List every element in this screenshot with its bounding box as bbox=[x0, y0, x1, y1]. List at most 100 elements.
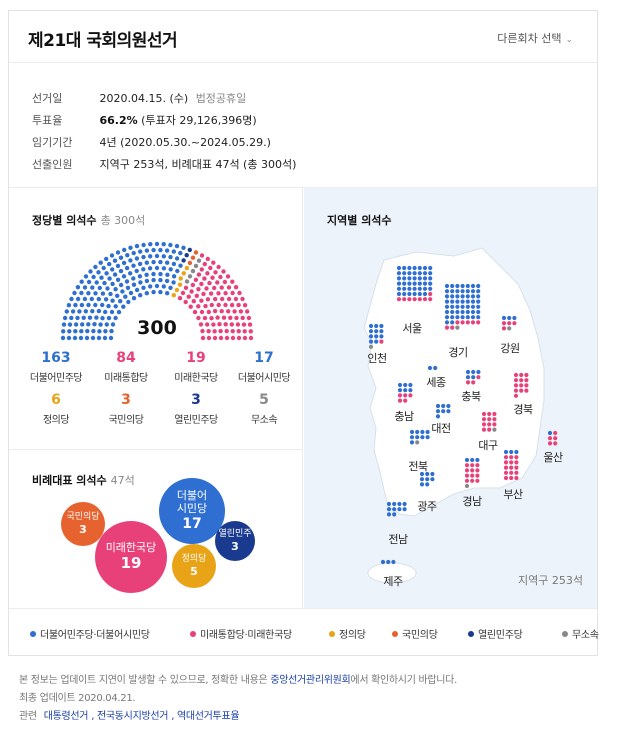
seat-dot bbox=[125, 253, 130, 258]
party-seat-cell[interactable]: 5 무소속 bbox=[234, 392, 294, 426]
region-seat-dot bbox=[524, 388, 529, 393]
seat-dot bbox=[161, 284, 166, 289]
proportional-bubble[interactable]: 열린민주 3 bbox=[215, 521, 255, 561]
region-seat-dot bbox=[470, 478, 475, 483]
region-seat-dot bbox=[487, 422, 492, 427]
seat-dot bbox=[228, 315, 233, 320]
seat-dot bbox=[115, 250, 121, 255]
seat-dot bbox=[93, 302, 98, 308]
region-seat-dot bbox=[415, 440, 420, 445]
region-label[interactable]: 대구 bbox=[478, 439, 498, 452]
seat-dot bbox=[165, 272, 170, 277]
region-seat-dot bbox=[481, 427, 487, 432]
seat-dot bbox=[184, 279, 190, 284]
card-header: 제21대 국회의원선거 다른회차 선택 ⌄ bbox=[9, 11, 597, 63]
seat-dot bbox=[188, 304, 193, 309]
party-seat-cell[interactable]: 3 열린민주당 bbox=[166, 392, 226, 426]
region-seat-dot bbox=[507, 315, 512, 321]
other-election-selector[interactable]: 다른회차 선택 ⌄ bbox=[497, 30, 573, 46]
bubble-seat-count: 5 bbox=[190, 564, 198, 578]
region-seat-dot bbox=[444, 320, 450, 325]
region-seat-dot bbox=[446, 403, 451, 409]
link-turnout-history[interactable]: 역대선거투표율 bbox=[176, 711, 240, 722]
region-seat-dot bbox=[470, 283, 476, 289]
info-note: 법정공휴일 bbox=[195, 92, 247, 105]
region-seat-dot bbox=[460, 315, 465, 320]
region-seat-dot bbox=[430, 471, 435, 477]
seat-dot bbox=[115, 263, 121, 269]
seat-dot bbox=[181, 245, 186, 250]
seat-dot bbox=[200, 328, 205, 334]
region-seat-dot bbox=[470, 320, 476, 325]
region-label[interactable]: 강원 bbox=[500, 342, 520, 355]
party-seat-cell[interactable]: 84 미래통합당 bbox=[96, 350, 156, 384]
region-label[interactable]: 경북 bbox=[513, 403, 533, 416]
seat-dot bbox=[236, 302, 241, 308]
seat-dot bbox=[151, 277, 156, 283]
seat-dot bbox=[171, 261, 177, 267]
region-seat-dot bbox=[487, 427, 492, 432]
region-seat-dot bbox=[402, 501, 407, 507]
region-seat-dot bbox=[397, 388, 403, 393]
region-seat-dot bbox=[402, 286, 407, 291]
info-value: 4년 (2020.05.30.~2024.05.29.) bbox=[99, 136, 271, 149]
region-seat-dot bbox=[465, 375, 471, 380]
seat-dot bbox=[194, 293, 199, 298]
region-seat-dot bbox=[402, 281, 407, 286]
party-seat-cell[interactable]: 17 더불어시민당 bbox=[234, 350, 294, 384]
seat-dot bbox=[69, 315, 74, 321]
party-seat-count: 6 bbox=[51, 392, 61, 408]
region-label[interactable]: 부산 bbox=[503, 488, 523, 501]
korea-map bbox=[363, 247, 558, 584]
seat-dot bbox=[199, 309, 205, 315]
region-seat-dot bbox=[465, 304, 470, 309]
region-seat-dot bbox=[408, 382, 413, 388]
link-presidential-election[interactable]: 대통령선거 bbox=[43, 711, 89, 722]
legend-dot-icon bbox=[392, 631, 398, 637]
region-label[interactable]: 서울 bbox=[402, 322, 422, 335]
proportional-bubble[interactable]: 더불어 시민당 17 bbox=[159, 478, 225, 544]
party-seat-cell[interactable]: 163 더불어민주당 bbox=[26, 350, 86, 384]
nec-link[interactable]: 중앙선거관리위원회 bbox=[270, 675, 351, 686]
proportional-bubble[interactable]: 국민의당 3 bbox=[61, 502, 105, 546]
region-label[interactable]: 광주 bbox=[417, 500, 437, 513]
seat-dot bbox=[88, 269, 93, 274]
link-local-election[interactable]: 전국동시지방선거 bbox=[96, 711, 169, 722]
region-seat-dot bbox=[513, 372, 519, 378]
seat-dot bbox=[109, 328, 114, 334]
region-label[interactable]: 제주 bbox=[383, 575, 403, 588]
seat-dot bbox=[191, 299, 196, 304]
region-label[interactable]: 대전 bbox=[431, 422, 451, 435]
seat-dot bbox=[86, 322, 91, 327]
party-seat-cell[interactable]: 6 정의당 bbox=[26, 392, 86, 426]
party-seat-cell[interactable]: 19 미래한국당 bbox=[166, 350, 226, 384]
proportional-bubble[interactable]: 정의당 5 bbox=[172, 544, 216, 588]
region-label[interactable]: 전북 bbox=[408, 460, 428, 473]
region-seat-dot bbox=[524, 378, 529, 383]
region-seat-dot bbox=[419, 482, 425, 487]
region-label[interactable]: 전남 bbox=[388, 533, 408, 546]
region-label[interactable]: 경남 bbox=[462, 495, 482, 508]
seat-dot bbox=[112, 258, 118, 263]
seat-dot bbox=[186, 294, 191, 299]
region-label[interactable]: 울산 bbox=[543, 451, 563, 464]
region-seat-dot bbox=[455, 304, 460, 309]
seat-dot bbox=[199, 267, 204, 272]
region-seat-dot bbox=[397, 507, 402, 512]
party-seat-cell[interactable]: 3 국민의당 bbox=[96, 392, 156, 426]
region-label[interactable]: 경기 bbox=[448, 346, 468, 359]
seat-dot bbox=[61, 329, 66, 334]
region-seat-dot bbox=[397, 501, 402, 507]
region-seat-dot bbox=[514, 475, 519, 481]
region-label[interactable]: 충북 bbox=[461, 390, 481, 403]
seat-dot bbox=[124, 265, 130, 271]
seat-dot bbox=[198, 322, 204, 327]
region-label[interactable]: 인천 bbox=[367, 352, 387, 365]
info-row-turnout: 투표율 66.2% (투표자 29,126,396명) bbox=[32, 112, 257, 130]
region-label[interactable]: 세종 bbox=[426, 376, 446, 389]
region-label[interactable]: 충남 bbox=[394, 410, 414, 423]
region-seat-dot bbox=[465, 309, 470, 315]
region-seat-dot bbox=[392, 507, 397, 512]
region-seat-dot bbox=[444, 309, 450, 315]
proportional-bubble[interactable]: 미래한국당 19 bbox=[95, 521, 167, 593]
